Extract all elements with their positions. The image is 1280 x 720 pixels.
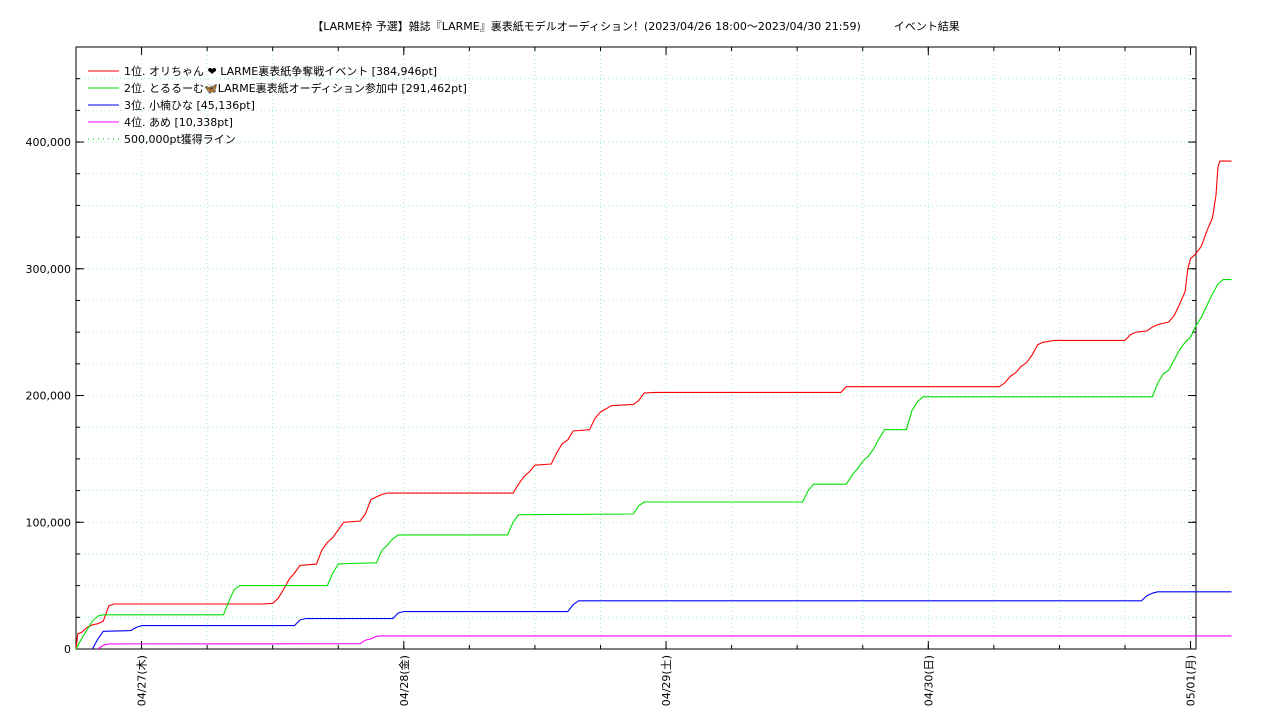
y-tick-label: 200,000 [26,390,72,403]
series-line-4 [97,635,1232,650]
x-tick-label: 04/28(金) [397,655,411,706]
legend-label-1: 1位. オリちゃん ❤ LARME裏表紙争奪戦イベント [384,946pt] [124,64,437,78]
legend-label-5: 500,000pt獲得ライン [124,133,236,146]
legend-label-3: 3位. 小楠ひな [45,136pt] [124,98,255,112]
x-tick-label: 05/01(月) [1185,655,1198,706]
grid-lines [76,47,1196,649]
x-tick-label: 04/27(木) [136,655,149,706]
series-line-1 [75,160,1232,650]
series-line-3 [91,591,1232,650]
y-tick-label: 100,000 [26,516,72,529]
legend-label-4: 4位. あめ [10,338pt] [124,115,233,129]
chart-title: 【LARME枠 予選】雑誌『LARME』裏表紙モデルオーディション！(2023/… [312,19,959,33]
plot-frame [75,46,1197,650]
axes: 0 100,000 200,000 300,000 400,000 04/27(木) 04/… [26,46,1198,706]
series-line-2 [75,279,1232,650]
x-tick-label: 04/29(土) [660,655,673,706]
y-tick-label: 400,000 [26,136,72,149]
y-tick-label: 300,000 [26,263,72,276]
x-tick-label: 04/30(日) [922,655,935,706]
y-tick-label: 0 [64,643,71,656]
series-lines [75,160,1232,650]
legend: 1位. オリちゃん ❤ LARME裏表紙争奪戦イベント [384,946pt] 2… [88,64,467,146]
legend-label-2: 2位. とるるーむ🦋LARME裏表紙オーディション参加中 [291,462pt] [124,81,467,95]
